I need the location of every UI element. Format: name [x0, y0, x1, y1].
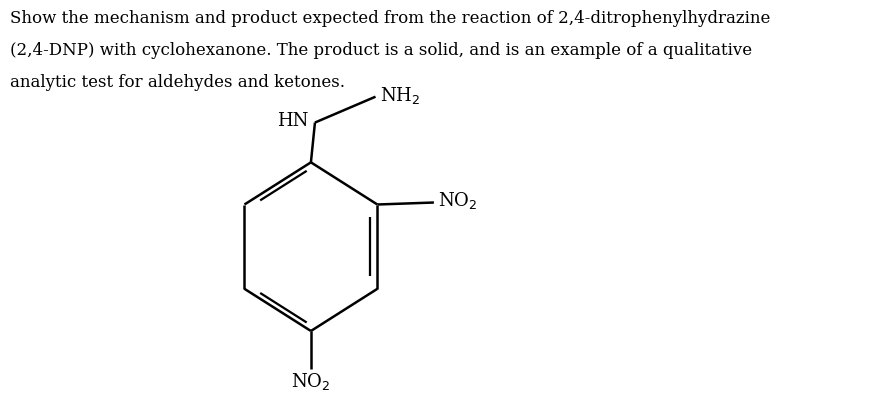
Text: HN: HN	[277, 111, 308, 130]
Text: NH$_2$: NH$_2$	[379, 86, 420, 106]
Text: NO$_2$: NO$_2$	[438, 190, 478, 211]
Text: NO$_2$: NO$_2$	[291, 371, 330, 392]
Text: analytic test for aldehydes and ketones.: analytic test for aldehydes and ketones.	[10, 74, 345, 91]
Text: (2,4-DNP) with cyclohexanone. The product is a solid, and is an example of a qua: (2,4-DNP) with cyclohexanone. The produc…	[10, 42, 752, 59]
Text: Show the mechanism and product expected from the reaction of 2,4-ditrophenylhydr: Show the mechanism and product expected …	[10, 10, 770, 27]
